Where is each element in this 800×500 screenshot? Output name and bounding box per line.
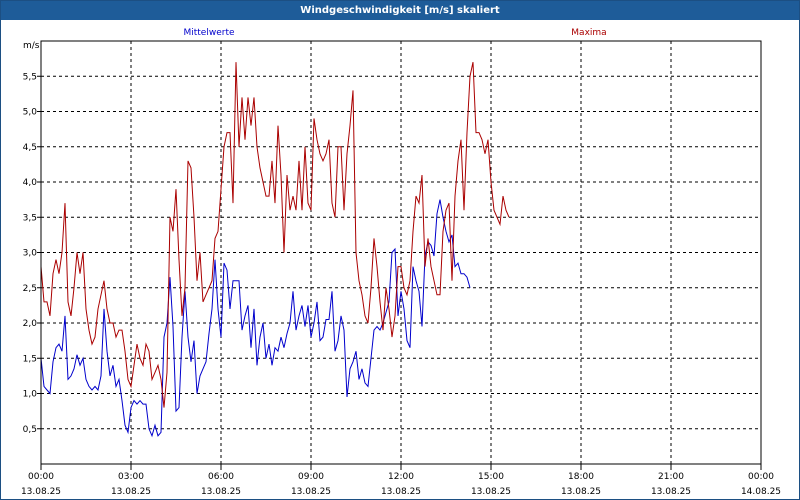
y-tick-label: 3,0 bbox=[23, 249, 38, 259]
y-tick-label: 1,0 bbox=[23, 390, 38, 400]
x-tick-time: 00:00 bbox=[28, 472, 54, 482]
x-tick-time: 06:00 bbox=[208, 472, 234, 482]
x-tick-date: 13.08.25 bbox=[471, 487, 511, 497]
grid bbox=[41, 41, 761, 464]
y-tick-label: 4,5 bbox=[23, 143, 37, 153]
x-tick-date: 14.08.25 bbox=[741, 487, 781, 497]
x-tick-time: 18:00 bbox=[568, 472, 594, 482]
y-tick-label: 5,0 bbox=[23, 108, 38, 118]
y-tick-label: 4,0 bbox=[23, 178, 38, 188]
x-tick-time: 12:00 bbox=[388, 472, 414, 482]
x-tick-time: 03:00 bbox=[118, 472, 144, 482]
y-tick-label: 2,0 bbox=[23, 319, 38, 329]
series-line-mittelwerte bbox=[40, 199, 471, 438]
chart-title: Windgeschwindigkeit [m/s] skaliert bbox=[1, 1, 799, 20]
x-tick-date: 13.08.25 bbox=[111, 487, 151, 497]
series-lines bbox=[40, 61, 510, 438]
series-line-maxima bbox=[40, 61, 510, 408]
x-tick-date: 13.08.25 bbox=[561, 487, 601, 497]
y-tick-label: 5,5 bbox=[23, 72, 37, 82]
legend-mittelwerte: Mittelwerte bbox=[183, 28, 234, 38]
y-axis-label: m/s bbox=[23, 41, 40, 51]
legend-maxima: Maxima bbox=[571, 28, 606, 38]
y-tick-label: 1,5 bbox=[23, 354, 37, 364]
x-tick-time: 09:00 bbox=[298, 472, 324, 482]
x-tick-time: 21:00 bbox=[658, 472, 684, 482]
x-tick-date: 13.08.25 bbox=[381, 487, 421, 497]
y-tick-label: 3,5 bbox=[23, 213, 37, 223]
x-tick-date: 13.08.25 bbox=[201, 487, 241, 497]
x-tick-date: 13.08.25 bbox=[651, 487, 691, 497]
x-tick-date: 13.08.25 bbox=[21, 487, 61, 497]
wind-speed-chart: 0,5 1,0 1,5 2,0 2,5 3,0 3,5 4,0 4,5 5,0 5,5 00:00 13… bbox=[21, 28, 781, 497]
y-tick-label: 0,5 bbox=[23, 425, 37, 435]
x-tick-time: 15:00 bbox=[478, 472, 504, 482]
axis-ticks: 0,5 1,0 1,5 2,0 2,5 3,0 3,5 4,0 4,5 5,0 5,5 00:00 13… bbox=[21, 72, 781, 497]
x-tick-date: 13.08.25 bbox=[291, 487, 331, 497]
y-tick-label: 2,5 bbox=[23, 284, 37, 294]
x-tick-time: 00:00 bbox=[748, 472, 774, 482]
